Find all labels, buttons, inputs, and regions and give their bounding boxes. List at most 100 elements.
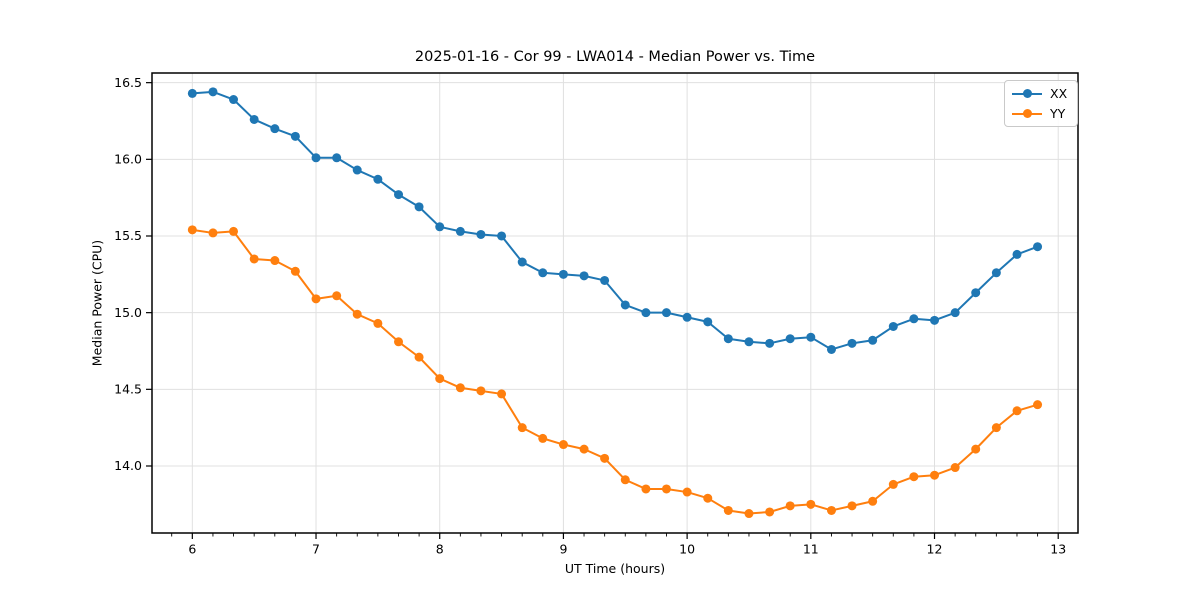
x-tick-label: 6 xyxy=(188,542,196,557)
marker-yy xyxy=(661,484,671,494)
marker-yy xyxy=(394,337,404,347)
marker-yy xyxy=(455,383,465,393)
marker-yy xyxy=(270,256,280,266)
marker-yy xyxy=(435,374,445,384)
marker-xx xyxy=(826,344,836,354)
marker-xx xyxy=(394,190,404,200)
marker-yy xyxy=(497,389,507,399)
legend-item-yy: YY xyxy=(1012,105,1067,122)
marker-yy xyxy=(703,493,713,503)
x-tick-label: 11 xyxy=(803,542,819,557)
marker-xx xyxy=(187,88,197,98)
marker-xx xyxy=(373,174,383,184)
marker-xx xyxy=(868,335,878,345)
marker-xx xyxy=(806,332,816,342)
marker-yy xyxy=(950,463,960,473)
marker-yy xyxy=(517,423,527,433)
marker-xx xyxy=(497,231,507,241)
marker-xx xyxy=(1012,249,1022,259)
marker-xx xyxy=(847,338,857,348)
marker-yy xyxy=(888,479,898,489)
marker-xx xyxy=(229,95,239,105)
marker-xx xyxy=(682,312,692,322)
marker-xx xyxy=(744,337,754,347)
marker-yy xyxy=(909,472,919,482)
x-tick-label: 7 xyxy=(312,542,320,557)
y-tick-label: 14.5 xyxy=(114,382,142,397)
marker-xx xyxy=(723,334,733,344)
yy-line-marker-icon xyxy=(1012,109,1042,119)
marker-yy xyxy=(847,501,857,511)
marker-xx xyxy=(785,334,795,344)
marker-yy xyxy=(765,507,775,517)
marker-yy xyxy=(744,509,754,519)
marker-xx xyxy=(930,315,940,325)
marker-xx xyxy=(414,202,424,212)
marker-yy xyxy=(373,318,383,328)
y-tick-label: 16.0 xyxy=(114,152,142,167)
marker-yy xyxy=(332,291,342,301)
marker-xx xyxy=(476,229,486,239)
series-line-xx xyxy=(191,90,1039,351)
marker-yy xyxy=(229,226,239,236)
marker-xx xyxy=(765,338,775,348)
marker-xx xyxy=(558,269,568,279)
marker-yy xyxy=(352,309,362,319)
x-tick-label: 12 xyxy=(927,542,943,557)
x-tick-label: 10 xyxy=(679,542,695,557)
marker-yy xyxy=(806,499,816,509)
marker-yy xyxy=(641,484,651,494)
marker-xx xyxy=(950,308,960,318)
marker-xx xyxy=(455,226,465,236)
marker-xx xyxy=(311,153,321,163)
marker-yy xyxy=(208,228,218,238)
legend-label-yy: YY xyxy=(1050,106,1066,121)
marker-xx xyxy=(249,114,259,124)
marker-xx xyxy=(971,288,981,298)
marker-yy xyxy=(538,433,548,443)
marker-xx xyxy=(270,124,280,134)
marker-xx xyxy=(661,308,671,318)
marker-yy xyxy=(290,266,300,276)
marker-yy xyxy=(723,505,733,515)
x-tick-label: 13 xyxy=(1050,542,1066,557)
marker-xx xyxy=(991,268,1001,278)
chart-title: 2025-01-16 - Cor 99 - LWA014 - Median Po… xyxy=(414,49,816,65)
marker-yy xyxy=(971,444,981,454)
legend-item-xx: XX xyxy=(1012,85,1067,102)
marker-xx xyxy=(208,87,218,97)
xx-line-marker-icon xyxy=(1012,89,1042,99)
marker-yy xyxy=(558,440,568,450)
marker-xx xyxy=(703,317,713,327)
marker-yy xyxy=(249,254,259,264)
marker-yy xyxy=(785,501,795,511)
y-tick-label: 14.0 xyxy=(114,458,142,473)
marker-xx xyxy=(1033,242,1043,252)
y-tick-label: 16.5 xyxy=(114,75,142,90)
marker-yy xyxy=(1033,400,1043,410)
legend-label-xx: XX xyxy=(1050,86,1068,101)
marker-yy xyxy=(414,352,424,362)
marker-yy xyxy=(868,496,878,506)
marker-xx xyxy=(352,165,362,175)
y-tick-label: 15.5 xyxy=(114,228,142,243)
marker-xx xyxy=(888,321,898,331)
marker-xx xyxy=(620,300,630,310)
marker-yy xyxy=(600,453,610,463)
x-tick-label: 8 xyxy=(436,542,444,557)
marker-yy xyxy=(187,225,197,235)
x-axis-label: UT Time (hours) xyxy=(564,561,666,576)
marker-xx xyxy=(909,314,919,324)
marker-xx xyxy=(290,131,300,141)
marker-yy xyxy=(991,423,1001,433)
marker-yy xyxy=(1012,406,1022,416)
marker-yy xyxy=(682,487,692,497)
marker-yy xyxy=(930,470,940,480)
x-tick-label: 9 xyxy=(559,542,567,557)
marker-xx xyxy=(600,275,610,285)
marker-yy xyxy=(826,505,836,515)
marker-xx xyxy=(579,271,589,281)
y-axis-label: Median Power (CPU) xyxy=(89,239,105,367)
